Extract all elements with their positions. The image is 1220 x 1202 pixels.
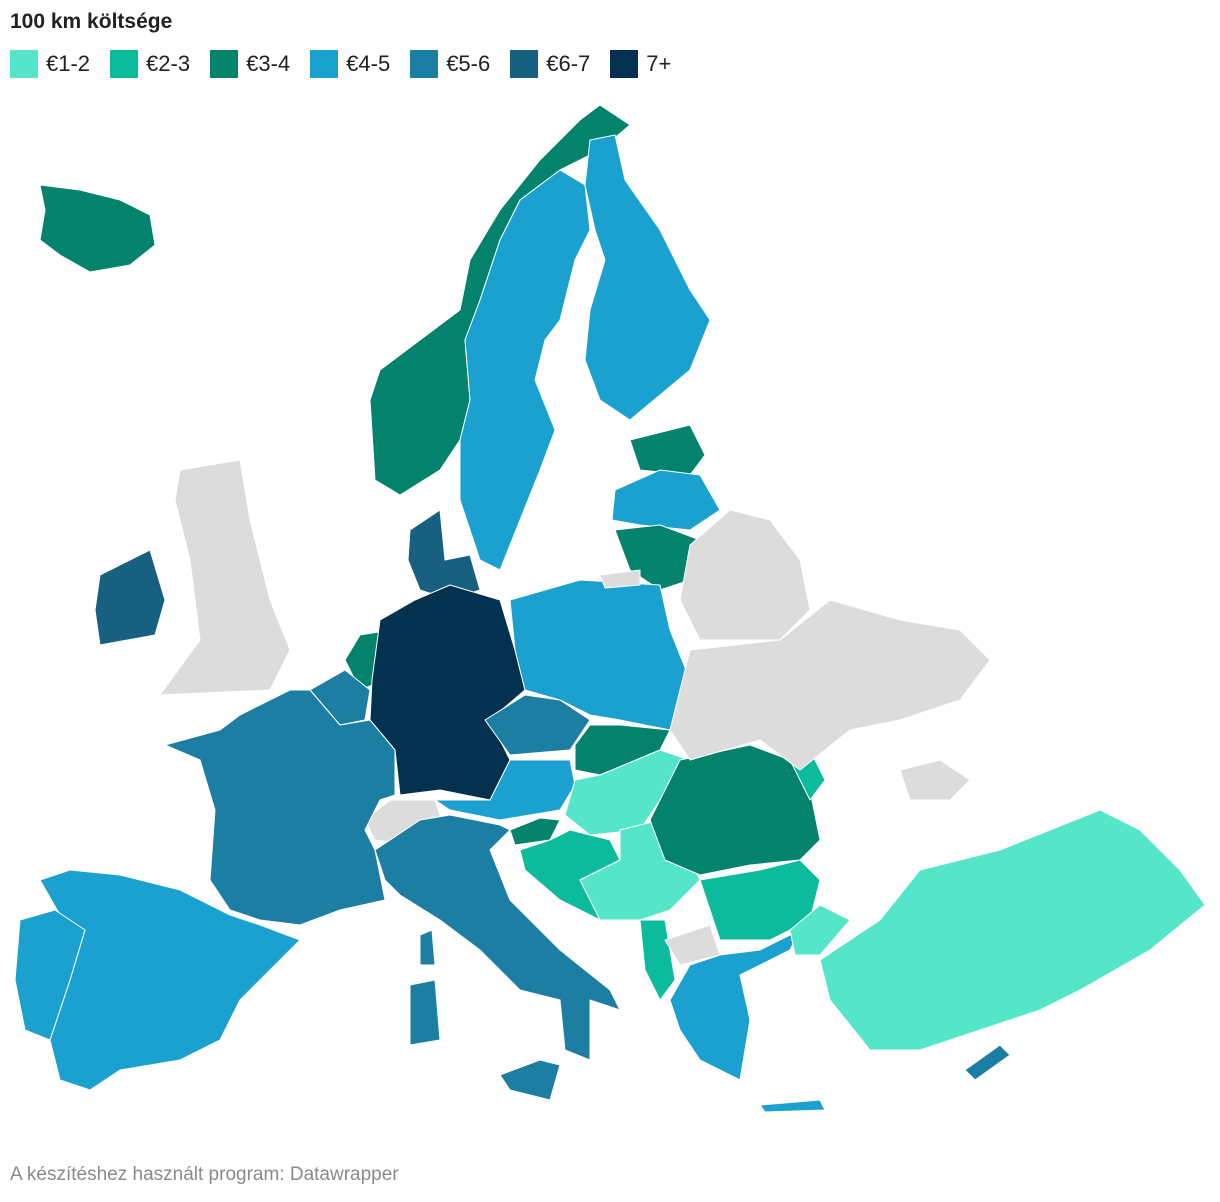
legend-item: €6-7 [510, 50, 590, 78]
legend-label: €6-7 [546, 51, 591, 76]
legend-swatch [310, 50, 339, 78]
legend-item: €3-4 [210, 50, 290, 78]
legend-label: €1-2 [46, 51, 91, 76]
legend-item: €5-6 [410, 50, 490, 78]
region [819, 809, 1206, 1051]
region [639, 919, 676, 1001]
region [409, 979, 441, 1046]
region [509, 579, 691, 731]
legend-item: €4-5 [310, 50, 390, 78]
region-no-data [159, 459, 291, 696]
region [374, 814, 621, 1061]
region-no-data [899, 759, 971, 801]
region [164, 689, 396, 926]
region [369, 104, 631, 496]
region [789, 904, 851, 956]
legend-swatch [610, 50, 639, 78]
region [94, 549, 166, 646]
region [759, 1099, 826, 1113]
title: 100 km költsége [10, 10, 173, 33]
legend-swatch [510, 50, 539, 78]
region [699, 859, 821, 941]
legend-item: €2-3 [110, 50, 190, 78]
region [611, 469, 721, 531]
legend-label: 7+ [646, 51, 672, 76]
region [499, 1059, 561, 1101]
region [484, 694, 591, 756]
region-no-data [669, 599, 991, 771]
legend-label: €2-3 [146, 51, 191, 76]
region-no-data [679, 509, 811, 641]
region [669, 929, 801, 1081]
legend-label: €5-6 [446, 51, 491, 76]
region-no-data [599, 569, 641, 589]
region [14, 909, 86, 1041]
region [584, 134, 711, 421]
footer: A készítéshez használt program: Datawrap… [10, 1164, 399, 1185]
region [629, 424, 706, 476]
region [419, 929, 436, 966]
region [39, 184, 156, 273]
legend-label: €3-4 [246, 51, 291, 76]
legend-label: €4-5 [346, 51, 391, 76]
region [407, 509, 481, 601]
region [509, 817, 561, 846]
legend-swatch [110, 50, 139, 78]
region [574, 724, 671, 776]
legend-swatch [10, 50, 38, 78]
legend: €1-2 €2-3 €3-4 €4-5 €5-6 €6-7 7+ [10, 50, 671, 78]
legend-item: €1-2 [10, 50, 90, 78]
region [459, 169, 591, 571]
legend-item: 7+ [610, 50, 671, 78]
region [964, 1044, 1011, 1081]
legend-swatch [210, 50, 239, 78]
legend-swatch [410, 50, 439, 78]
map [14, 104, 1206, 1113]
